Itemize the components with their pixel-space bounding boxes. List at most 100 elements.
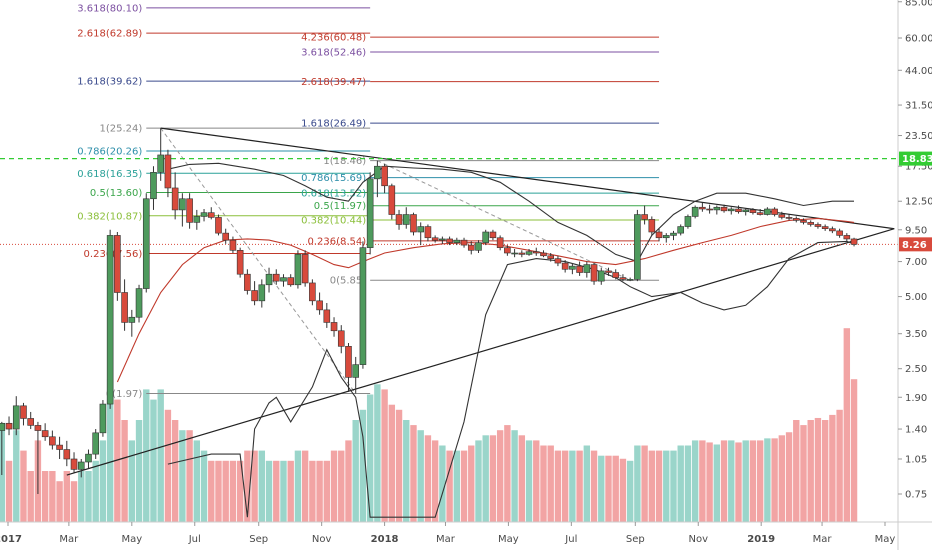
fib-level-label: 0.236(8.54) [307, 236, 366, 247]
volume-bar [258, 450, 266, 522]
candle-body [164, 154, 172, 189]
candle-body [366, 178, 374, 248]
time-tick-label: Jul [188, 534, 201, 545]
candle-body [785, 217, 793, 219]
volume-bar [417, 430, 424, 522]
candle-body [475, 242, 482, 251]
fib-level-label: 0.786(15.69) [301, 173, 366, 184]
candle-body [186, 198, 193, 223]
time-tick-label: May [498, 534, 519, 545]
candle-body [207, 212, 215, 218]
candle-body [764, 208, 771, 215]
candle-body [554, 258, 562, 264]
volume-bar [677, 445, 684, 522]
volume-bar [273, 460, 280, 522]
volume-bar [359, 409, 367, 522]
volume-bar [186, 430, 193, 522]
candle-body [106, 235, 114, 405]
candle-body [561, 262, 569, 270]
candle-body [121, 292, 128, 323]
volume-bar [403, 420, 410, 522]
volume-bar [655, 450, 663, 522]
time-tick-label: Jul [564, 534, 577, 545]
bollinger-lower-line [167, 240, 855, 518]
volume-bar [713, 444, 721, 522]
volume-bar [785, 432, 793, 522]
candle-body [547, 255, 555, 259]
volume-bar [208, 460, 215, 522]
candle-body [800, 220, 807, 223]
volume-bar [504, 425, 511, 522]
volume-bar [496, 430, 504, 522]
volume-bar [157, 389, 164, 522]
candle-body [157, 154, 165, 173]
volume-bar [569, 450, 576, 522]
volume-bar [756, 440, 764, 522]
fib-level-label: 3.618(80.10) [77, 3, 142, 14]
volume-bar [301, 450, 309, 522]
candle-body [742, 209, 750, 213]
time-tick-label: Mar [813, 534, 833, 545]
candle-body [648, 219, 656, 233]
volume-layer [0, 328, 858, 522]
candle-body [504, 247, 511, 254]
price-tick-label: 85.00 [905, 0, 932, 8]
volume-bar [330, 450, 338, 522]
candle-body [229, 239, 237, 251]
candle-body [605, 270, 612, 273]
volume-bar [431, 440, 439, 522]
candle-body [540, 252, 547, 257]
candle-body [258, 284, 266, 302]
volume-bar [27, 471, 34, 522]
price-tick-label: 9.50 [905, 225, 927, 236]
volume-bar [742, 440, 749, 522]
volume-bar [179, 430, 186, 522]
volume-bar [821, 420, 829, 522]
volume-bar [381, 389, 388, 522]
marker-price-tag-bg [899, 151, 932, 166]
volume-bar [843, 328, 851, 522]
candle-body [388, 185, 396, 215]
candle-body [85, 453, 92, 463]
candle-body [612, 272, 620, 278]
volume-bar [338, 450, 345, 522]
price-tick-label: 23.50 [905, 131, 932, 142]
time-tick-label: Nov [312, 534, 332, 545]
time-tick-label: 2019 [747, 534, 775, 545]
candle-body [193, 216, 201, 223]
candle-body [99, 403, 107, 434]
volume-bar [460, 450, 468, 522]
candle-body [200, 212, 208, 217]
price-tick-label: 1.40 [905, 425, 927, 436]
volume-bar [648, 450, 656, 522]
trendline-lower [66, 228, 895, 476]
candle-body [677, 226, 685, 234]
price-tick-label: 60.00 [905, 34, 932, 45]
candle-body [114, 235, 121, 293]
time-tick-label: Mar [59, 534, 79, 545]
last-price-tag-bg [899, 237, 932, 252]
candle-body [482, 231, 490, 243]
volume-bar [836, 409, 843, 522]
fib-level-label: 1.618(39.62) [77, 77, 142, 88]
candle-body [511, 252, 518, 255]
volume-bar [424, 435, 432, 522]
candle-body [619, 277, 627, 280]
candle-body [460, 239, 468, 246]
candle-body [34, 425, 42, 431]
candle-body [467, 244, 475, 251]
volume-bar [0, 430, 6, 522]
candle-body [583, 264, 591, 273]
candle-body [330, 322, 338, 332]
volume-bar [222, 460, 229, 522]
volume-bar [453, 450, 461, 522]
volume-bar [764, 438, 771, 522]
candle-body [244, 273, 251, 291]
fibonacci-layer: 3.618(80.10) 2.618(62.89) 1.618(39.62) 1(25… [77, 3, 660, 400]
volume-bar [5, 460, 13, 522]
volume-bar [540, 445, 547, 522]
price-tick-label: 1.90 [905, 393, 927, 404]
volume-bar [706, 442, 713, 522]
